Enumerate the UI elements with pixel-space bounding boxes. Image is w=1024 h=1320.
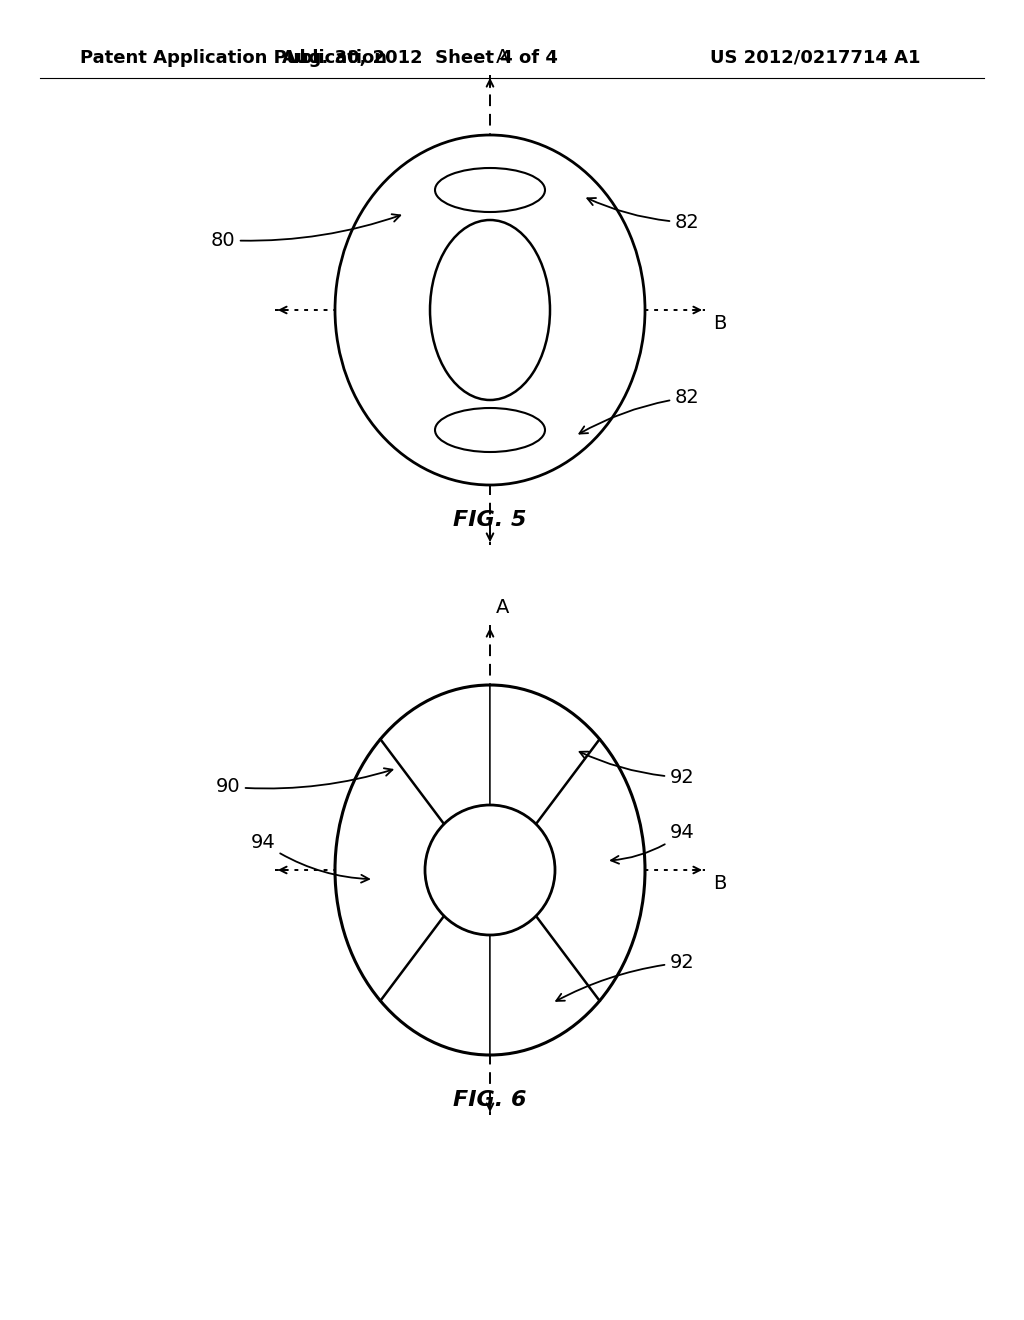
Text: FIG. 6: FIG. 6 [454, 1090, 526, 1110]
Text: 94: 94 [250, 833, 369, 883]
Text: 82: 82 [580, 388, 699, 433]
Text: 82: 82 [588, 198, 699, 232]
Text: Patent Application Publication: Patent Application Publication [80, 49, 387, 67]
Ellipse shape [335, 135, 645, 484]
Text: B: B [713, 314, 726, 333]
Text: US 2012/0217714 A1: US 2012/0217714 A1 [710, 49, 920, 67]
Polygon shape [490, 685, 645, 1055]
Text: 80: 80 [210, 214, 400, 249]
Ellipse shape [435, 408, 545, 451]
Text: 94: 94 [611, 824, 694, 863]
Text: FIG. 5: FIG. 5 [454, 510, 526, 531]
Polygon shape [335, 685, 490, 1055]
Text: A: A [496, 48, 509, 67]
Text: A: A [496, 598, 509, 616]
Ellipse shape [430, 220, 550, 400]
Ellipse shape [425, 805, 555, 935]
Text: 92: 92 [580, 751, 694, 787]
Text: B: B [713, 874, 726, 894]
Ellipse shape [435, 168, 545, 213]
Text: Aug. 30, 2012  Sheet 4 of 4: Aug. 30, 2012 Sheet 4 of 4 [282, 49, 558, 67]
Text: 90: 90 [215, 768, 392, 796]
Text: 92: 92 [556, 953, 694, 1001]
